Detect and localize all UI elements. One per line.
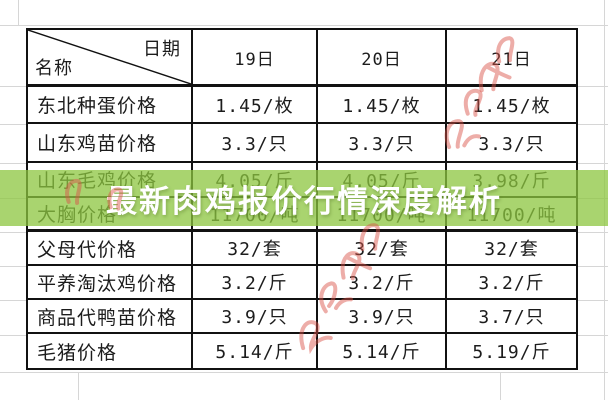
row-label: 东北种蛋价格: [28, 87, 193, 124]
price-cell: 32/套: [447, 232, 576, 266]
column-header-day21: 21日: [447, 30, 576, 87]
price-cell: 3.2/斤: [447, 266, 576, 300]
diagonal-divider: [28, 30, 191, 84]
corner-label-name: 名称: [35, 58, 73, 79]
price-cell: 5.14/斤: [318, 334, 447, 368]
price-cell: 3.3/只: [318, 124, 447, 163]
price-cell: 3.3/只: [193, 124, 318, 163]
row-label: 平养淘汰鸡价格: [28, 266, 193, 300]
price-cell: 5.14/斤: [193, 334, 318, 368]
column-header-day20: 20日: [318, 30, 447, 87]
price-cell: 5.19/斤: [472, 342, 551, 363]
price-cell: 1.45/枚: [447, 87, 576, 124]
price-cell: 3.3/只: [447, 124, 576, 163]
row-label: 毛猪价格: [28, 334, 193, 368]
price-cell: 3.7/只: [447, 300, 576, 334]
price-cell: 1.45/枚: [193, 87, 318, 124]
column-header-day19: 19日: [193, 30, 318, 87]
price-cell: 32/套: [193, 232, 318, 266]
headline-banner: 最新肉鸡报价行情深度解析: [0, 170, 608, 226]
grid-line: [500, 372, 501, 400]
price-cell: 3.9/只: [193, 300, 318, 334]
headline-title: 最新肉鸡报价行情深度解析: [106, 183, 502, 220]
row-label: 山东鸡苗价格: [28, 124, 193, 163]
price-cell: 1.45/枚: [318, 87, 447, 124]
row-label: 父母代价格: [28, 232, 193, 266]
corner-label-date: 日期: [143, 39, 181, 60]
row-label: 商品代鸭苗价格: [28, 300, 193, 334]
table-corner-cell: 日期 名称: [28, 30, 193, 87]
grid-line: [18, 0, 19, 25]
price-cell: 3.9/只: [318, 300, 447, 334]
price-cell: 3.2/斤: [318, 266, 447, 300]
price-cell: 32/套: [318, 232, 447, 266]
price-cell: 3.2/斤: [193, 266, 318, 300]
grid-line: [0, 25, 608, 26]
grid-line: [78, 372, 79, 400]
grid-line: [0, 372, 608, 373]
